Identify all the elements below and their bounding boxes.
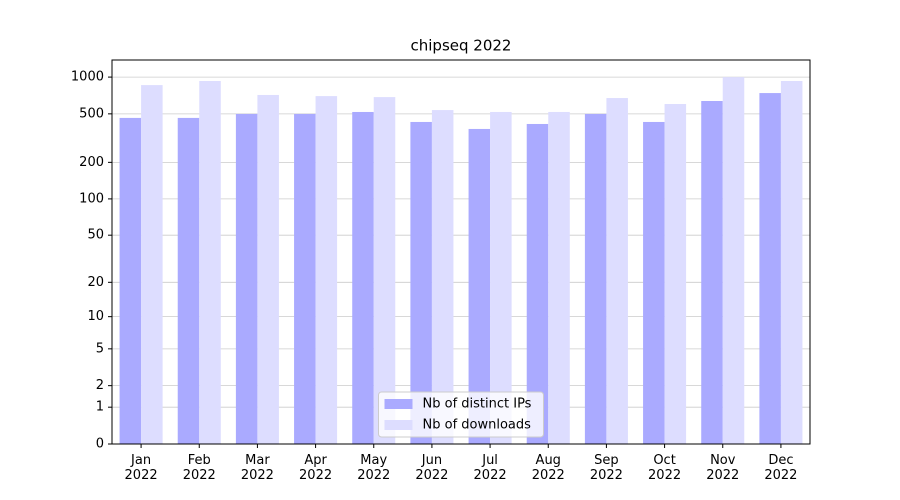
bar: [431, 110, 454, 444]
x-tick-label: Jul 2022: [473, 453, 507, 483]
legend-label: Nb of distinct IPs: [423, 397, 532, 412]
legend-swatch: [384, 420, 413, 430]
y-tick-label: 1000: [71, 70, 104, 85]
y-tick-label: 200: [79, 155, 104, 170]
bar: [177, 117, 200, 444]
bar: [373, 97, 396, 444]
x-tick-label: Feb 2022: [182, 453, 216, 483]
legend: Nb of distinct IPs Nb of downloads: [378, 391, 544, 438]
bar: [548, 111, 570, 444]
y-tick-label: 2: [96, 378, 104, 393]
y-tick-label: 500: [79, 106, 104, 121]
x-tick-label: Mar 2022: [240, 453, 274, 483]
y-tick-label: 10: [87, 309, 104, 324]
bar: [584, 113, 607, 445]
x-tick-label: Oct 2022: [648, 453, 682, 483]
legend-label: Nb of downloads: [423, 418, 532, 433]
x-tick-label: Jan 2022: [124, 453, 158, 483]
bars: [119, 77, 803, 445]
x-tick-label: Aug 2022: [531, 453, 565, 483]
bar: [199, 80, 221, 444]
bar: [235, 113, 258, 445]
x-tick-label: Sep 2022: [589, 453, 623, 483]
bar: [468, 128, 491, 445]
legend-swatch: [384, 399, 413, 409]
bar: [780, 80, 803, 444]
bar: [294, 113, 316, 445]
bar: [664, 104, 687, 445]
bar: [315, 96, 338, 444]
y-tick-label: 0: [96, 437, 104, 452]
bar: [141, 85, 163, 444]
x-tick-label: May 2022: [357, 453, 391, 483]
y-tick-label: 50: [87, 228, 104, 243]
bar: [701, 101, 723, 445]
y-tick-label: 100: [79, 191, 104, 206]
y-tick-label: 20: [87, 275, 104, 290]
legend-box: [378, 391, 544, 438]
plot-frame: [111, 59, 811, 445]
y-tick-label: 1: [96, 400, 104, 415]
chart-title: chipseq 2022: [411, 37, 512, 55]
grid: [112, 76, 810, 445]
x-tick-label: Dec 2022: [764, 453, 798, 483]
bar: [643, 121, 665, 445]
bar: [606, 98, 628, 445]
x-tick-label: Jun 2022: [415, 453, 449, 483]
y-tick-label: 5: [96, 341, 104, 356]
bar: [119, 117, 142, 444]
bar: [257, 94, 279, 444]
bar: [722, 77, 745, 444]
bar: [410, 121, 432, 445]
bar: [759, 93, 781, 444]
x-tick-label: Nov 2022: [706, 453, 740, 483]
bar: [352, 111, 374, 444]
bar: [490, 111, 512, 444]
x-tick-label: Apr 2022: [299, 453, 333, 483]
bar: [526, 123, 549, 444]
